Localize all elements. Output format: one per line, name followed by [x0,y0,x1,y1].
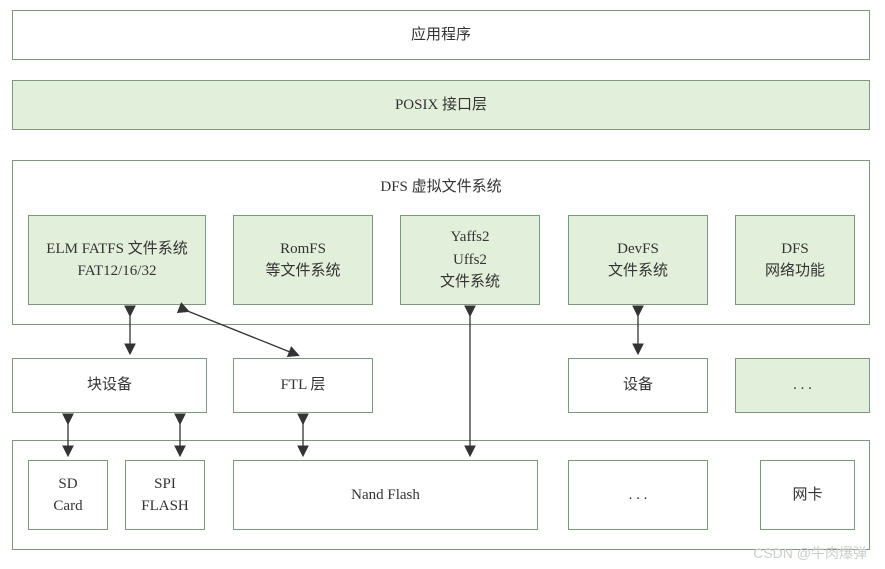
devfs-l1: DevFS [617,238,659,261]
elm-fatfs-l1: ELM FATFS 文件系统 [46,238,187,261]
sd-card-box: SD Card [28,460,108,530]
mid-ellipsis-label: . . . [793,374,812,397]
app-layer-box: 应用程序 [12,10,870,60]
ftl-box: FTL 层 [233,358,373,413]
spi-flash-box: SPI FLASH [125,460,205,530]
nand-flash-box: Nand Flash [233,460,538,530]
romfs-box: RomFS 等文件系统 [233,215,373,305]
nic-label: 网卡 [792,484,822,507]
app-layer-label: 应用程序 [411,24,471,47]
mid-ellipsis-box: . . . [735,358,870,413]
block-device-box: 块设备 [12,358,207,413]
watermark: CSDN @牛肉爆弹 [753,543,867,563]
nic-box: 网卡 [760,460,855,530]
romfs-l1: RomFS [280,238,326,261]
spi-l1: SPI [154,473,176,496]
dfs-net-l1: DFS [781,238,809,261]
devfs-box: DevFS 文件系统 [568,215,708,305]
sd-l2: Card [53,495,82,518]
posix-layer-box: POSIX 接口层 [12,80,870,130]
yaffs-box: Yaffs2 Uffs2 文件系统 [400,215,540,305]
spi-l2: FLASH [141,495,189,518]
bottom-ellipsis-label: . . . [629,484,648,507]
devfs-l2: 文件系统 [608,260,668,283]
block-device-label: 块设备 [87,374,132,397]
yaffs-l1: Yaffs2 [450,226,489,249]
elm-fatfs-l2: FAT12/16/32 [78,260,157,283]
ftl-label: FTL 层 [281,374,326,397]
dfs-title: DFS 虚拟文件系统 [12,175,870,196]
romfs-l2: 等文件系统 [265,260,340,283]
yaffs-l2: Uffs2 [453,249,487,272]
device-label: 设备 [623,374,653,397]
sd-l1: SD [58,473,77,496]
yaffs-l3: 文件系统 [440,271,500,294]
device-box: 设备 [568,358,708,413]
dfs-net-box: DFS 网络功能 [735,215,855,305]
bottom-ellipsis-box: . . . [568,460,708,530]
posix-layer-label: POSIX 接口层 [395,94,487,117]
elm-fatfs-box: ELM FATFS 文件系统 FAT12/16/32 [28,215,206,305]
dfs-net-l2: 网络功能 [765,260,825,283]
nand-label: Nand Flash [351,484,420,507]
